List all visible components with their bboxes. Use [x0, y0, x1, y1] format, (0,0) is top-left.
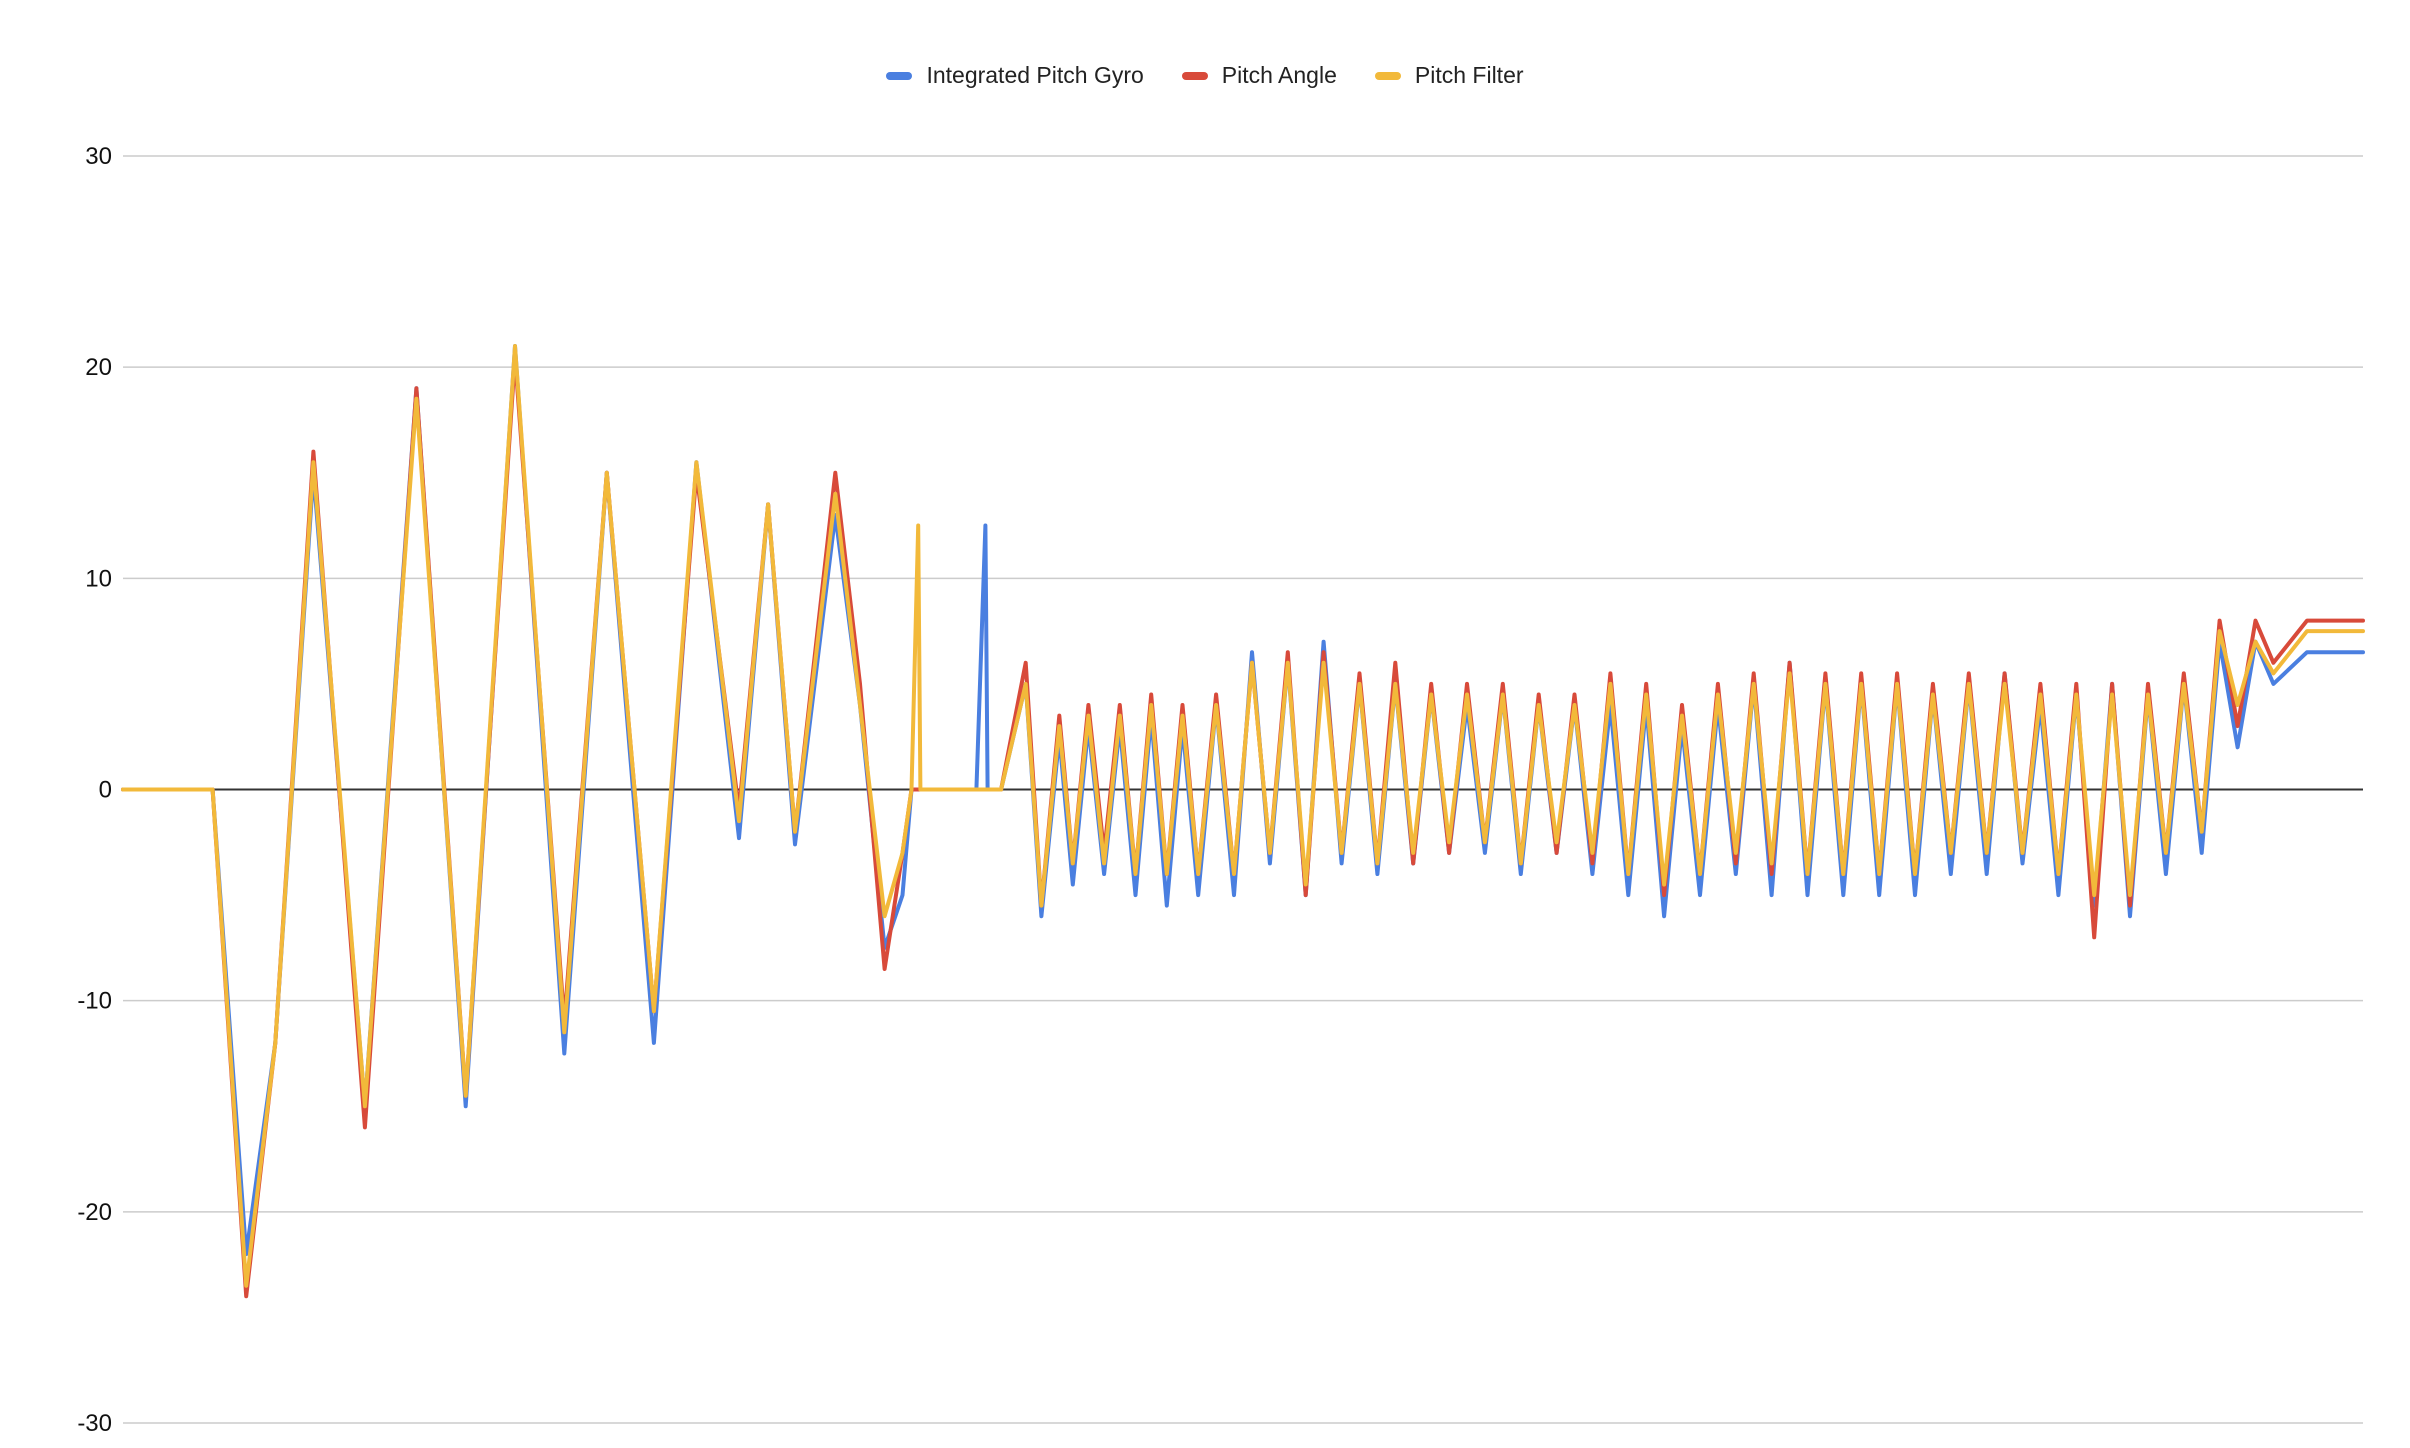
legend-label-integrated-pitch-gyro: Integrated Pitch Gyro	[926, 62, 1144, 88]
y-tick-label: -20	[77, 1199, 112, 1226]
legend-label-pitch-angle: Pitch Angle	[1221, 62, 1337, 88]
y-tick-label: -10	[77, 988, 112, 1015]
y-tick-label: 20	[85, 354, 112, 381]
y-tick-label: 0	[99, 777, 112, 804]
legend-swatch-pitch-angle	[1181, 71, 1208, 80]
series-line-pitch-filter[interactable]	[121, 344, 2365, 1288]
legend: Integrated Pitch Gyro Pitch Angle Pitch …	[0, 62, 2410, 89]
y-tick-label: 30	[85, 143, 112, 170]
legend-swatch-pitch-filter	[1374, 71, 1401, 80]
y-tick-label: -30	[77, 1410, 112, 1437]
legend-item-pitch-angle[interactable]: Pitch Angle	[1181, 62, 1337, 89]
legend-label-pitch-filter: Pitch Filter	[1414, 62, 1524, 88]
legend-swatch-integrated-pitch-gyro	[886, 71, 913, 80]
legend-item-pitch-filter[interactable]: Pitch Filter	[1374, 62, 1524, 89]
legend-item-integrated-pitch-gyro[interactable]: Integrated Pitch Gyro	[886, 62, 1144, 89]
y-tick-label: 10	[85, 565, 112, 592]
